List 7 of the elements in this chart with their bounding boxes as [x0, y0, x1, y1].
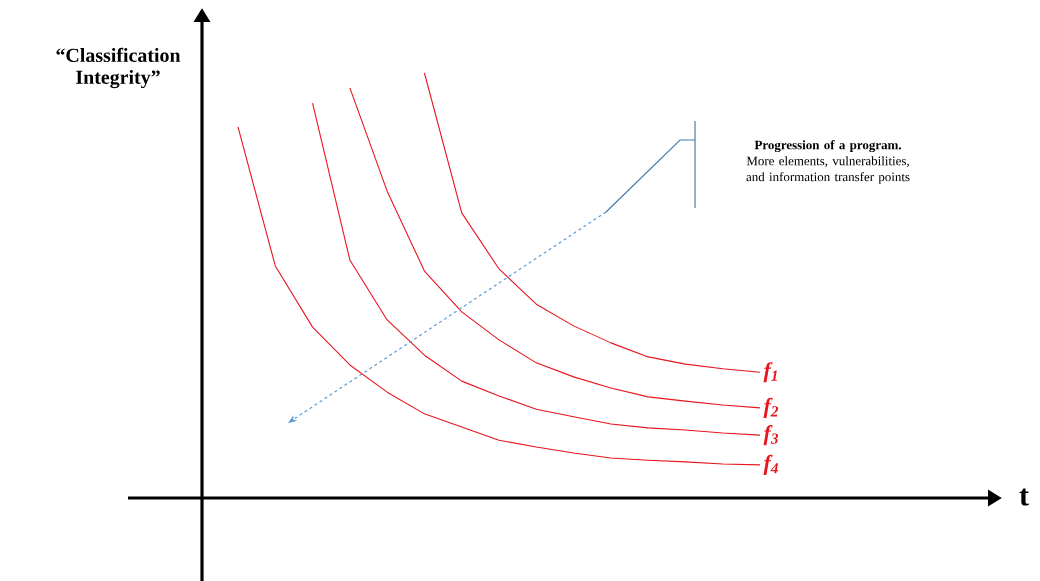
series-label: f$_{3}$ — [763, 425, 779, 446]
y-axis-title: “Classification Integrity” — [56, 47, 181, 89]
series-label: f$_{4}$ — [763, 454, 779, 475]
annotation: Progression of a program. More elements, vulnerabilities, and information transfer points — [746, 140, 910, 184]
text: t — [1019, 488, 1029, 506]
series-label: f$_{1}$ — [763, 362, 777, 383]
series-label: f$_{2}$ — [763, 397, 779, 418]
